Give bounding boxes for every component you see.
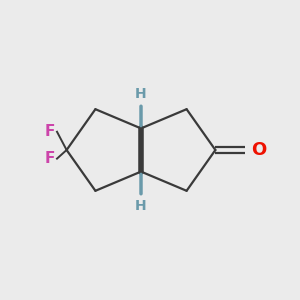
Text: F: F <box>44 124 55 139</box>
Text: H: H <box>135 199 147 213</box>
Text: F: F <box>44 151 55 166</box>
Text: O: O <box>251 141 267 159</box>
Text: H: H <box>135 87 147 101</box>
